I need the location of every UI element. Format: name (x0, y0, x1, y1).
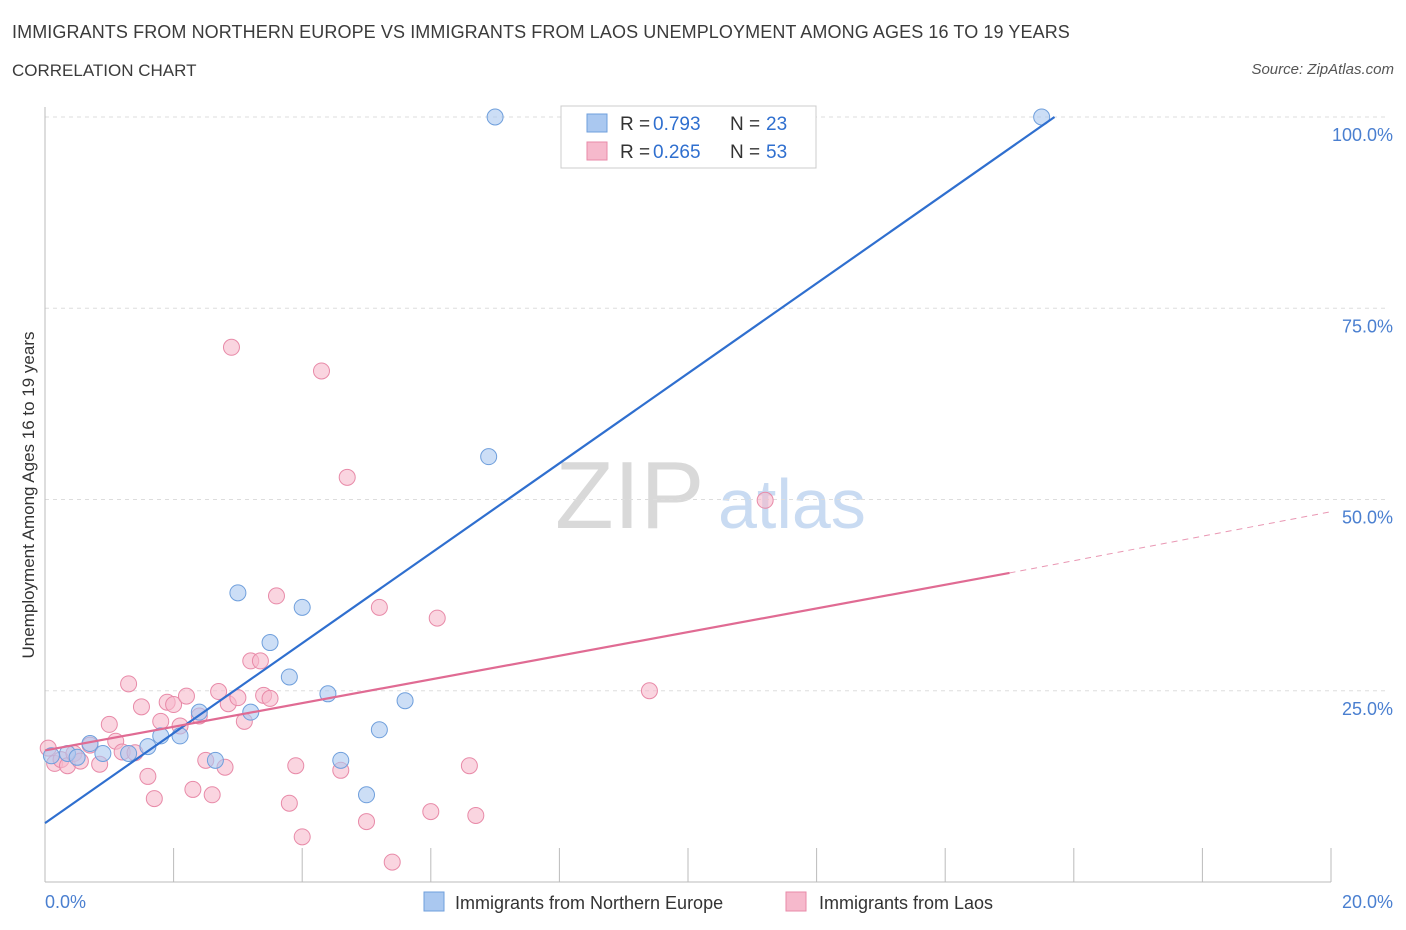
bottom-legend-swatch-northern-europe (423, 891, 445, 912)
bottom-legend: Immigrants from Northern Europe Immigran… (423, 891, 993, 913)
laos-point-29 (229, 689, 247, 707)
trend-lines (44, 116, 1332, 824)
northern-europe-point-19 (370, 721, 388, 739)
laos-point-38 (293, 828, 311, 846)
laos-point-39 (312, 362, 330, 380)
laos-point-18 (165, 696, 183, 714)
y-tick-label-0: 100.0% (1332, 125, 1393, 145)
laos-point-14 (139, 767, 157, 785)
chart-subtitle: CORRELATION CHART (12, 61, 197, 80)
trend-line-northern-europe (44, 116, 1056, 824)
laos-point-32 (251, 652, 269, 670)
northern-europe-point-15 (293, 598, 311, 616)
grid-lines (45, 116, 1389, 692)
bottom-legend-swatch-laos (785, 891, 807, 912)
laos-point-28 (222, 338, 240, 356)
chart-title: IMMIGRANTS FROM NORTHERN EUROPE VS IMMIG… (12, 22, 1070, 42)
tick-labels: 100.0% 75.0% 50.0% 25.0% 0.0% 20.0% (45, 125, 1393, 912)
northern-europe-point-9 (190, 703, 208, 721)
laos-point-36 (280, 794, 298, 812)
northern-europe-point-13 (261, 634, 279, 652)
laos-point-8 (100, 715, 118, 733)
series-northern-europe-points (42, 108, 1051, 804)
laos-point-41 (338, 468, 356, 486)
northern-europe-point-22 (486, 108, 504, 126)
northern-europe-point-21 (480, 448, 498, 466)
bottom-legend-label-laos: Immigrants from Laos (819, 893, 993, 913)
legend-swatch-laos (586, 141, 608, 161)
northern-europe-point-17 (332, 751, 350, 769)
trend-line-laos (44, 571, 1010, 752)
laos-point-24 (203, 786, 221, 804)
northern-europe-point-5 (120, 744, 138, 762)
laos-point-20 (177, 687, 195, 705)
northern-europe-point-18 (358, 786, 375, 804)
legend-r-value-2: 0.265 (653, 142, 701, 163)
laos-point-45 (422, 803, 440, 821)
x-tick-label-0: 0.0% (45, 892, 86, 912)
laos-point-21 (184, 780, 202, 798)
legend-r-label-1: R = (620, 114, 655, 135)
laos-point-16 (152, 712, 170, 730)
y-tick-label-2: 50.0% (1342, 508, 1393, 528)
x-tick-label-1: 20.0% (1342, 892, 1393, 912)
laos-point-15 (145, 790, 163, 808)
northern-europe-point-10 (206, 751, 224, 769)
legend-r-label-2: R = (620, 142, 655, 163)
y-tick-label-3: 25.0% (1342, 699, 1393, 719)
bottom-legend-label-northern-europe: Immigrants from Northern Europe (455, 893, 723, 913)
laos-point-50 (756, 491, 774, 509)
laos-point-43 (370, 598, 388, 616)
northern-europe-point-20 (396, 692, 414, 710)
laos-point-37 (287, 757, 305, 775)
legend-n-value-1: 23 (766, 114, 787, 135)
northern-europe-point-2 (68, 748, 86, 766)
legend-n-label-1: N = (730, 114, 765, 135)
laos-point-48 (467, 806, 485, 824)
laos-point-13 (132, 698, 150, 716)
watermark-zip: ZIP (555, 442, 704, 549)
legend-n-value-2: 53 (766, 142, 787, 163)
watermark-atlas: atlas (718, 465, 866, 543)
northern-europe-point-14 (280, 668, 298, 686)
laos-point-44 (383, 853, 401, 871)
northern-europe-point-11 (229, 584, 247, 602)
legend-swatch-northern-europe (586, 113, 608, 133)
legend-n-label-2: N = (730, 142, 765, 163)
laos-point-47 (460, 757, 478, 775)
source-label: Source: ZipAtlas.com (1251, 61, 1394, 78)
laos-point-11 (120, 675, 138, 693)
trend-line-laos-extension (1009, 511, 1332, 574)
y-axis-label: Unemployment Among Ages 16 to 19 years (19, 332, 38, 659)
laos-point-49 (640, 682, 658, 700)
series-laos-points (39, 338, 774, 871)
legend: R = 0.793 N = 23 R = 0.265 N = 53 (560, 105, 817, 169)
y-tick-label-1: 75.0% (1342, 316, 1393, 336)
laos-point-34 (261, 689, 279, 707)
laos-point-25 (210, 683, 228, 701)
laos-point-42 (358, 813, 375, 831)
northern-europe-point-8 (171, 727, 189, 745)
laos-point-46 (428, 609, 446, 627)
legend-r-value-1: 0.793 (653, 114, 701, 135)
northern-europe-point-4 (94, 744, 112, 762)
laos-point-35 (267, 587, 285, 605)
